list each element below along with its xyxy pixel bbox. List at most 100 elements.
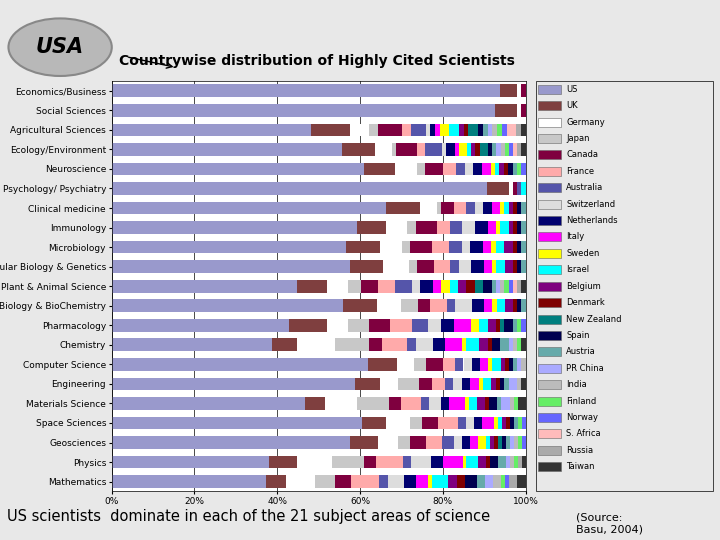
Bar xyxy=(441,280,449,293)
Bar xyxy=(497,124,502,136)
Bar xyxy=(449,280,458,293)
Text: S. Africa: S. Africa xyxy=(567,429,601,438)
Text: (Source:
Basu, 2004): (Source: Basu, 2004) xyxy=(576,513,643,535)
Bar xyxy=(462,436,470,449)
Bar xyxy=(521,104,526,117)
Bar xyxy=(513,397,518,410)
Bar xyxy=(449,124,459,136)
Bar xyxy=(305,397,325,410)
Bar xyxy=(505,280,509,293)
Bar xyxy=(410,417,422,429)
Bar xyxy=(420,280,433,293)
Bar xyxy=(513,221,517,234)
Bar xyxy=(491,163,495,176)
Bar xyxy=(521,377,526,390)
Bar xyxy=(538,380,561,389)
Bar xyxy=(458,417,466,429)
Bar xyxy=(521,124,526,136)
Bar xyxy=(513,417,518,429)
Bar xyxy=(462,221,475,234)
Bar xyxy=(458,280,467,293)
Bar xyxy=(486,436,490,449)
Bar xyxy=(415,339,433,351)
Bar xyxy=(538,347,561,356)
Bar xyxy=(289,319,327,332)
Bar xyxy=(426,163,443,176)
Bar xyxy=(504,241,513,253)
Text: Australia: Australia xyxy=(567,183,603,192)
Bar xyxy=(112,260,350,273)
Bar xyxy=(443,163,456,176)
Bar xyxy=(419,377,432,390)
Bar xyxy=(492,280,496,293)
Bar xyxy=(500,280,505,293)
Bar xyxy=(417,260,433,273)
Bar xyxy=(454,201,467,214)
Bar xyxy=(517,260,521,273)
Bar xyxy=(513,241,517,253)
Bar xyxy=(500,221,509,234)
Bar xyxy=(441,201,454,214)
Bar xyxy=(417,143,426,156)
Bar xyxy=(467,143,471,156)
Bar xyxy=(500,201,505,214)
Bar xyxy=(297,280,327,293)
Bar xyxy=(398,436,410,449)
Bar xyxy=(380,377,397,390)
Bar xyxy=(462,339,467,351)
Bar xyxy=(538,265,561,274)
Bar xyxy=(521,84,526,97)
Bar xyxy=(403,456,411,468)
Text: Japan: Japan xyxy=(567,134,590,143)
Bar xyxy=(487,339,492,351)
Bar xyxy=(521,201,526,214)
Bar xyxy=(483,241,492,253)
Text: Canada: Canada xyxy=(567,150,598,159)
Bar xyxy=(538,429,561,438)
Bar xyxy=(377,299,401,312)
Text: Belgium: Belgium xyxy=(567,282,601,291)
Bar xyxy=(484,299,492,312)
Bar xyxy=(475,143,480,156)
Bar xyxy=(508,182,513,195)
Bar xyxy=(521,163,526,176)
Bar xyxy=(484,260,492,273)
Bar xyxy=(443,358,455,371)
Bar xyxy=(450,260,459,273)
Bar xyxy=(486,456,490,468)
Bar xyxy=(508,163,513,176)
Bar xyxy=(112,417,362,429)
Text: Finland: Finland xyxy=(567,396,597,406)
Bar xyxy=(504,163,508,176)
Bar xyxy=(364,163,395,176)
Bar xyxy=(362,417,386,429)
Bar xyxy=(510,456,514,468)
Bar xyxy=(112,280,297,293)
Bar xyxy=(482,163,491,176)
Bar xyxy=(478,436,486,449)
Bar xyxy=(538,216,561,225)
Bar xyxy=(402,124,411,136)
Bar xyxy=(497,299,505,312)
Bar xyxy=(492,241,496,253)
Bar xyxy=(431,299,447,312)
Bar xyxy=(369,124,378,136)
Bar xyxy=(432,377,444,390)
Bar xyxy=(505,358,509,371)
Bar xyxy=(378,436,398,449)
Bar xyxy=(421,397,429,410)
Bar xyxy=(444,377,453,390)
Bar xyxy=(462,456,467,468)
Bar xyxy=(455,299,472,312)
Bar xyxy=(488,358,492,371)
Bar xyxy=(442,436,454,449)
Bar xyxy=(412,319,428,332)
Bar xyxy=(411,124,426,136)
Bar xyxy=(446,339,462,351)
Bar xyxy=(395,163,417,176)
Bar xyxy=(517,104,521,117)
Text: USA: USA xyxy=(36,37,84,57)
Bar xyxy=(437,201,441,214)
Bar xyxy=(492,299,497,312)
Bar xyxy=(396,143,417,156)
